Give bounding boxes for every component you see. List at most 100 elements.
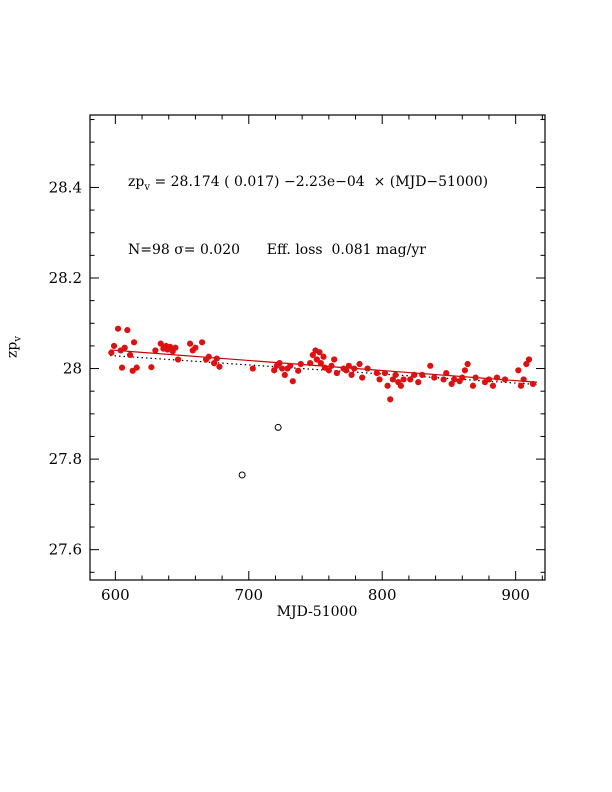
y-tick-label: 28.2 — [49, 269, 82, 287]
data-point — [351, 365, 358, 372]
data-point — [313, 356, 320, 363]
fit-annotation-line2: N=98 σ= 0.020 Eff. loss 0.081 mag/yr — [128, 241, 426, 258]
x-tick-label: 700 — [234, 586, 263, 604]
data-point — [110, 342, 118, 350]
data-point — [114, 325, 122, 332]
data-point — [411, 371, 418, 378]
data-point — [279, 365, 286, 372]
data-point — [333, 369, 340, 377]
data-point — [213, 355, 220, 362]
data-point — [174, 356, 182, 363]
data-point — [415, 379, 422, 386]
data-point — [325, 367, 332, 374]
y-axis-label: zpv — [4, 336, 24, 358]
data-point — [451, 376, 458, 383]
axis-ticks — [90, 115, 545, 580]
data-point — [392, 371, 399, 378]
data-point — [448, 380, 455, 388]
outlier-point — [274, 423, 282, 431]
data-point — [121, 344, 128, 351]
data-point — [320, 353, 327, 360]
data-point — [469, 382, 477, 389]
data-point — [172, 344, 179, 351]
data-point — [387, 396, 394, 403]
data-point — [461, 367, 469, 374]
data-point — [389, 376, 396, 383]
plot-frame — [89, 114, 546, 581]
data-point — [118, 364, 126, 371]
data-point — [328, 362, 335, 369]
dotted-fit-line — [109, 354, 538, 386]
data-point — [317, 360, 324, 367]
x-tick-label: 800 — [368, 586, 397, 604]
data-point — [108, 349, 115, 356]
data-point — [157, 340, 164, 347]
data-point — [205, 353, 212, 360]
y-tick-label: 27.8 — [49, 450, 82, 468]
data-point — [343, 367, 350, 374]
y-tick-labels: 27.6 27.8 28 28.2 28.4 — [49, 178, 82, 558]
y-tick-label: 28.4 — [49, 178, 82, 196]
outlier-point — [238, 471, 246, 479]
data-point — [464, 360, 471, 368]
data-point — [440, 376, 447, 383]
data-point — [400, 376, 407, 383]
data-point — [276, 360, 283, 367]
data-point — [381, 369, 388, 377]
data-point — [348, 371, 355, 378]
data-point — [126, 351, 134, 359]
data-point — [297, 360, 304, 368]
data-point — [249, 365, 256, 372]
data-point — [501, 376, 509, 383]
data-point — [287, 362, 294, 369]
data-point — [186, 340, 194, 347]
data-point — [271, 367, 278, 374]
data-point — [210, 360, 218, 367]
y-tick-label: 27.6 — [49, 541, 82, 559]
data-point — [148, 364, 155, 371]
data-point — [130, 339, 138, 346]
x-tick-label: 600 — [101, 586, 130, 604]
data-point — [427, 362, 434, 369]
data-point — [525, 356, 533, 363]
data-point — [152, 347, 159, 354]
fit-annotation-line1: zpv = 28.174 ( 0.017) −2.23e−04 × (MJD−5… — [128, 174, 489, 193]
x-tick-labels: 600 700 800 900 — [101, 586, 530, 604]
data-point — [198, 339, 206, 346]
data-point — [316, 349, 323, 356]
data-point — [216, 363, 223, 370]
data-point — [133, 364, 140, 371]
outlier-points — [238, 423, 282, 479]
data-point — [493, 374, 501, 381]
data-point — [281, 371, 288, 378]
data-points — [108, 325, 537, 403]
data-point — [384, 382, 391, 389]
data-point — [192, 344, 199, 351]
data-point — [376, 376, 383, 383]
data-point — [459, 374, 466, 381]
data-point — [529, 380, 537, 388]
data-point — [443, 369, 450, 377]
data-point — [485, 376, 493, 383]
data-point — [397, 382, 404, 389]
data-point — [373, 369, 380, 377]
data-point — [166, 343, 174, 350]
data-point — [364, 365, 371, 372]
x-axis-label: MJD-51000 — [276, 604, 358, 620]
y-tick-label: 28 — [63, 360, 82, 378]
data-point — [419, 371, 426, 378]
data-point — [472, 374, 479, 381]
data-point — [407, 376, 414, 383]
data-point — [295, 367, 302, 374]
data-point — [515, 367, 522, 374]
data-point — [331, 356, 338, 363]
data-point — [517, 382, 525, 389]
data-point — [489, 382, 497, 389]
data-point — [359, 374, 366, 381]
data-point — [307, 360, 314, 367]
data-point — [309, 351, 316, 359]
data-point — [345, 362, 352, 369]
data-point — [124, 326, 131, 334]
